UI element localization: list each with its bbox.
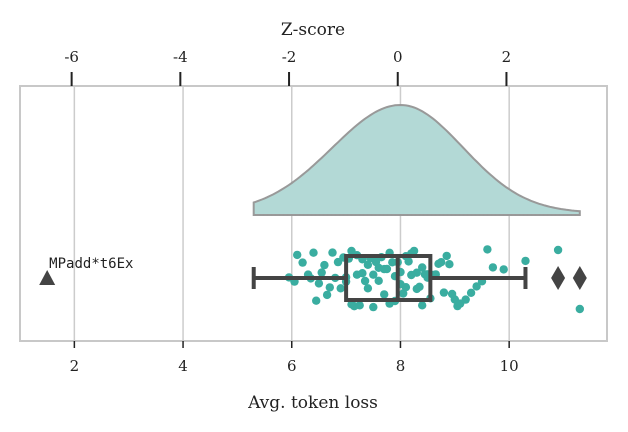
- data-point: [298, 258, 307, 267]
- outlier-diamond: [551, 266, 566, 290]
- top-axis-title: Z-score: [281, 20, 345, 40]
- data-point: [412, 268, 421, 277]
- bottom-axis: 2 4 6 8 10: [70, 341, 519, 375]
- data-point: [399, 289, 408, 298]
- data-point: [445, 260, 454, 269]
- annotation-label: MPadd*t6Ex: [49, 256, 133, 272]
- data-point: [355, 301, 364, 310]
- data-point: [439, 288, 449, 297]
- z-tick-label: -6: [64, 48, 79, 66]
- z-tick-label: 2: [502, 48, 512, 66]
- x-tick-label: 10: [500, 357, 519, 375]
- data-point: [415, 282, 424, 291]
- x-tick-label: 4: [178, 357, 188, 375]
- data-point: [442, 251, 451, 261]
- data-point: [418, 263, 427, 272]
- x-tick-label: 8: [396, 357, 406, 375]
- data-point: [409, 246, 419, 256]
- data-point: [369, 270, 378, 279]
- data-point: [360, 276, 370, 286]
- data-point: [575, 304, 585, 314]
- iqr-box: [344, 254, 433, 302]
- box-plot: [251, 254, 528, 302]
- data-point: [336, 284, 345, 293]
- data-point: [521, 256, 530, 266]
- data-point: [358, 269, 367, 278]
- data-point: [437, 258, 446, 267]
- data-point: [363, 284, 373, 293]
- density-curve: [252, 103, 581, 216]
- outlier-diamond: [572, 266, 587, 290]
- data-point: [466, 288, 476, 297]
- data-point: [317, 268, 326, 277]
- z-tick-label: -2: [282, 48, 297, 66]
- data-point: [553, 245, 563, 255]
- outliers: [551, 266, 587, 290]
- x-axis-title: Avg. token loss: [247, 393, 378, 413]
- annotation: MPadd*t6Ex: [39, 256, 133, 285]
- data-point: [309, 248, 318, 257]
- plot-frame: [19, 85, 608, 342]
- data-point: [369, 302, 378, 312]
- data-point: [488, 263, 498, 272]
- x-tick-label: 6: [287, 357, 297, 375]
- data-point: [363, 260, 373, 269]
- data-point: [418, 301, 427, 310]
- data-point: [483, 245, 492, 254]
- annotation-marker: [39, 270, 56, 285]
- data-point: [312, 296, 321, 305]
- data-point: [461, 295, 470, 304]
- data-point: [382, 264, 392, 274]
- data-point: [499, 265, 508, 274]
- data-point: [401, 283, 411, 292]
- data-point: [314, 279, 324, 288]
- z-tick-label: -4: [173, 48, 188, 66]
- data-point: [380, 290, 389, 299]
- data-point: [404, 257, 413, 266]
- data-point: [328, 248, 337, 257]
- data-point: [325, 283, 334, 292]
- data-point: [293, 250, 302, 260]
- z-tick-label: 0: [393, 48, 403, 66]
- data-point: [322, 290, 332, 300]
- data-point: [374, 276, 383, 285]
- data-point: [472, 282, 481, 291]
- top-axis: -6 -4 -2 0 2: [64, 48, 511, 86]
- data-point: [320, 260, 329, 270]
- x-tick-label: 2: [70, 357, 80, 375]
